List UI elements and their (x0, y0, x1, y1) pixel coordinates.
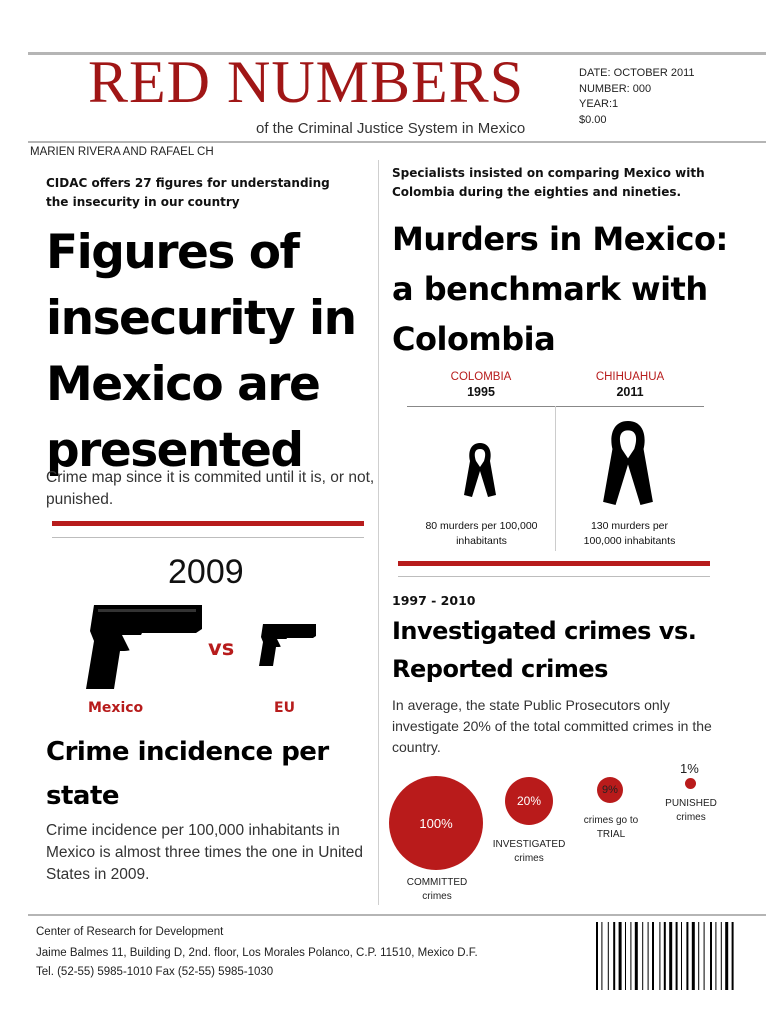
year-2009: 2009 (168, 553, 244, 591)
footer-org: Center of Research for Development (36, 926, 224, 938)
black-ribbon-icon (462, 441, 498, 504)
left-subhead: Crime incidence per state (46, 737, 329, 811)
right-headline: Murders in Mexico: a benchmark with Colo… (392, 220, 728, 358)
handgun-icon (84, 601, 206, 698)
right-grey-rule (398, 576, 710, 577)
left-deck: Crime map since it is commited until it … (46, 469, 375, 508)
circle-value-punished: 1% (680, 761, 699, 776)
circle-investigated: 20% (505, 777, 553, 825)
right-red-rule (398, 561, 710, 566)
vs-label: vs (208, 636, 235, 660)
comparison-caption: 130 murders per 100,000 inhabitants (583, 520, 676, 547)
comparison-place: COLOMBIA (450, 371, 512, 383)
issue-year: YEAR:1 (579, 98, 619, 110)
issue-date: DATE: OCTOBER 2011 (579, 67, 695, 79)
column-divider (378, 160, 379, 905)
circle-committed: 100% (389, 776, 483, 870)
right-kicker: Specialists insisted on comparing Mexico… (392, 166, 705, 199)
circle-value: 20% (516, 794, 542, 808)
circle-label-trial: crimes go to TRIAL (574, 814, 648, 842)
footer-address: Jaime Balmes 11, Building D, 2nd. floor,… (36, 947, 478, 959)
left-headline: Figures of insecurity in Mexico are pres… (46, 225, 357, 478)
circle-label-investigated: INVESTIGATED crimes (486, 838, 572, 866)
circle-label-bottom: crimes (514, 853, 544, 864)
circle-value: 9% (602, 784, 618, 796)
issue-number: NUMBER: 000 (579, 82, 652, 95)
circle-label-bottom: crimes (676, 812, 706, 823)
comparison-vrule (555, 406, 556, 551)
left-grey-rule (52, 537, 364, 538)
circle-value: 100% (419, 815, 453, 831)
comparison-colombia: COLOMBIA 1995 (407, 371, 555, 399)
comparison-year: 1995 (467, 385, 495, 399)
comparison-chihuahua: CHIHUAHUA 2011 (556, 371, 704, 399)
footer-phone: Tel. (52-55) 5985-1010 Fax (52-55) 5985-… (36, 966, 274, 978)
gun-label-mexico: Mexico (88, 700, 144, 716)
left-red-rule (52, 521, 364, 526)
black-ribbon-icon (600, 416, 656, 515)
masthead-subtitle: of the Criminal Justice System in Mexico (256, 120, 526, 137)
crimes-headline: Investigated crimes vs. Reported crimes (392, 617, 697, 683)
gun-label-eu: EU (274, 700, 295, 716)
top-rule (28, 52, 766, 55)
crimes-body: In average, the state Public Prosecutors… (392, 697, 712, 755)
comparison-caption: 80 murders per 100,000 inhabitants (425, 520, 538, 547)
circle-label-top: crimes go to (583, 815, 639, 826)
circle-label-committed: COMMITTED crimes (395, 876, 479, 904)
circle-label-punished: PUNISHED crimes (656, 797, 726, 825)
issue-meta: DATE: OCTOBER 2011 NUMBER: 000 YEAR:1 $0… (579, 66, 695, 128)
circle-label-bottom: TRIAL (596, 829, 626, 840)
issue-price: $0.00 (579, 113, 607, 126)
circle-label-top: INVESTIGATED (492, 839, 566, 850)
circle-label-bottom: crimes (422, 891, 452, 902)
masthead-bottom-rule (28, 141, 766, 143)
barcode-icon (594, 922, 766, 995)
circle-trial: 9% (597, 777, 623, 803)
circle-label-top: PUNISHED (665, 798, 717, 809)
crimes-years: 1997 - 2010 (392, 593, 476, 608)
masthead-title: RED NUMBERS (88, 49, 525, 115)
circle-punished (685, 778, 696, 789)
left-kicker: CIDAC offers 27 figures for understandin… (46, 176, 330, 209)
comparison-year: 2011 (616, 385, 644, 399)
handgun-icon (258, 622, 318, 673)
byline: MARIEN RIVERA AND RAFAEL CH (30, 146, 214, 158)
comparison-place: CHIHUAHUA (595, 371, 665, 383)
footer-rule (28, 914, 766, 916)
left-body: Crime incidence per 100,000 inhabitants … (46, 822, 364, 883)
circle-label-top: COMMITTED (406, 877, 468, 888)
